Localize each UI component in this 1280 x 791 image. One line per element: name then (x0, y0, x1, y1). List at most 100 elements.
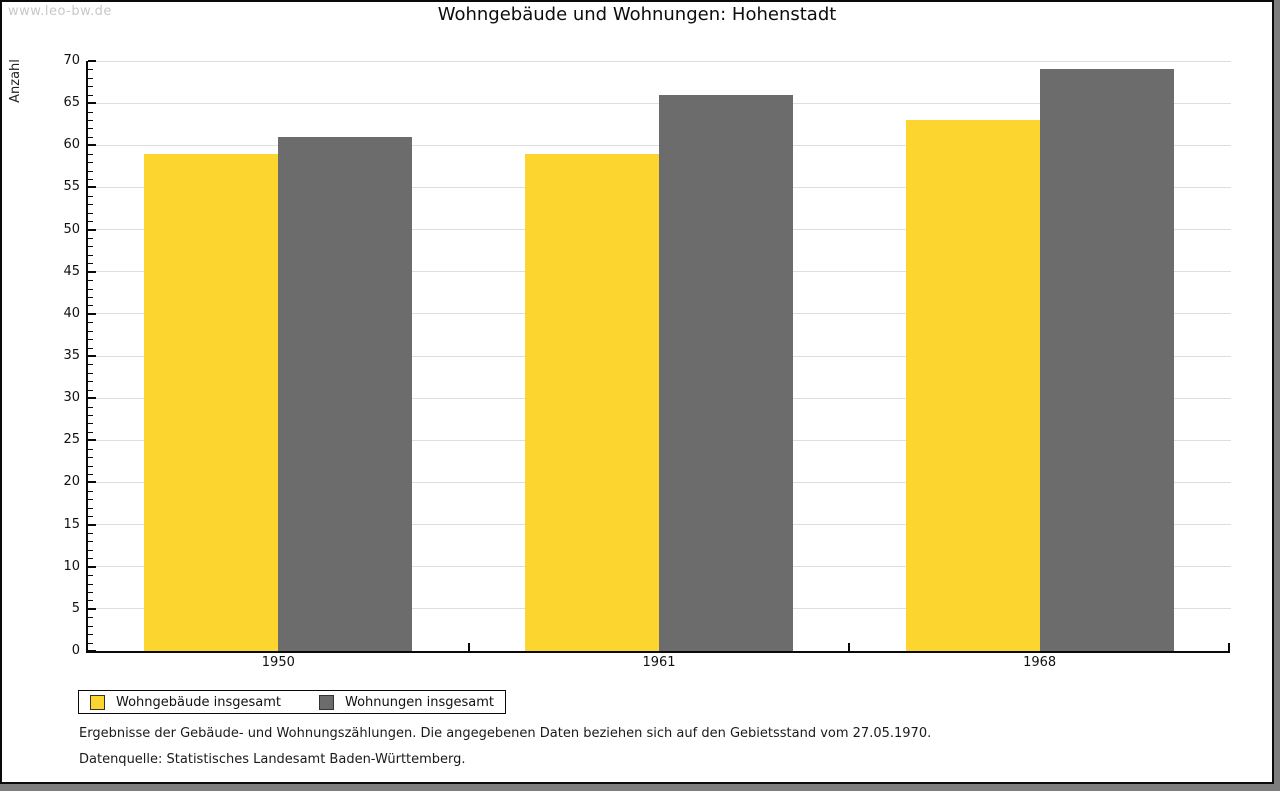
y-tick-label: 15 (63, 516, 80, 532)
plot-area: 0 5 10 15 20 25 30 35 40 45 50 55 60 65 70 1950 1961 1968 (63, 53, 1231, 670)
y-minor-tick (88, 533, 93, 534)
y-minor-tick (88, 448, 93, 450)
legend-label: Wohnungen insgesamt (345, 694, 494, 710)
y-minor-tick (88, 162, 93, 164)
y-tick-label: 40 (63, 305, 80, 321)
x-tick-label: 1968 (1023, 655, 1057, 670)
y-major-tick (88, 523, 96, 526)
y-minor-tick (88, 499, 93, 501)
x-axis-line (86, 651, 1230, 653)
y-tick-label: 50 (63, 221, 80, 237)
y-tick-label: 35 (63, 348, 80, 363)
y-minor-tick (88, 415, 93, 416)
y-minor-tick (88, 280, 93, 282)
y-tick-label: 20 (63, 474, 80, 490)
y-minor-tick (88, 431, 93, 433)
x-tick-label: 1961 (642, 655, 676, 670)
y-major-tick (88, 481, 96, 484)
y-tick-label: 0 (71, 643, 80, 658)
y-minor-tick (88, 153, 93, 155)
y-minor-tick (88, 381, 93, 383)
y-minor-tick (88, 94, 93, 96)
y-minor-tick (88, 347, 93, 349)
y-tick-label: 5 (71, 600, 80, 616)
y-minor-tick (88, 423, 93, 425)
y-minor-tick (88, 297, 93, 298)
bar-wohnungen-1968 (1039, 69, 1174, 651)
y-minor-tick (88, 136, 93, 138)
y-major-tick (88, 439, 96, 442)
watermark-url: www.leo-bw.de (8, 4, 112, 19)
y-minor-tick (88, 474, 93, 475)
y-tick-label: 70 (63, 53, 80, 68)
y-minor-tick (88, 634, 93, 636)
y-minor-tick (88, 389, 93, 391)
y-minor-tick (88, 364, 93, 366)
y-minor-tick (88, 617, 93, 619)
y-tick-label: 30 (63, 390, 80, 406)
y-minor-tick (88, 120, 93, 121)
y-major-tick (88, 60, 96, 62)
y-major-tick (88, 144, 96, 147)
y-minor-tick (88, 600, 93, 602)
y-minor-tick (88, 263, 93, 265)
y-major-tick (88, 650, 96, 652)
y-major-tick (88, 228, 96, 231)
x-tick-label: 1950 (261, 655, 295, 670)
legend-swatch-gray (319, 694, 334, 710)
x-axis-end-tick (1228, 643, 1230, 651)
bar-wohngebaeude-1950 (144, 153, 279, 651)
y-tick-label: 65 (63, 95, 80, 111)
y-axis-line (86, 61, 88, 653)
bar-wohngebaeude-1968 (905, 120, 1040, 651)
y-major-tick (88, 270, 96, 273)
y-major-tick (88, 102, 96, 105)
y-tick-label: 25 (63, 432, 80, 448)
y-minor-tick (88, 179, 93, 180)
y-minor-tick (88, 406, 93, 408)
y-minor-tick (88, 516, 93, 518)
y-minor-tick (88, 195, 93, 197)
y-minor-tick (88, 86, 93, 88)
bar-wohnungen-1961 (659, 94, 793, 651)
y-minor-tick (88, 339, 93, 341)
y-minor-tick (88, 246, 93, 248)
y-minor-tick (88, 642, 93, 644)
y-minor-tick (88, 170, 93, 172)
legend-item-wohnungen: Wohnungen insgesamt (319, 694, 494, 710)
y-minor-tick (88, 507, 93, 509)
footer-note: Ergebnisse der Gebäude- und Wohnungszähl… (79, 726, 932, 741)
legend-box: Wohngebäude insgesamt Wohnungen insgesam… (78, 690, 506, 714)
y-minor-tick (88, 128, 93, 130)
y-minor-tick (88, 212, 93, 214)
y-minor-tick (88, 558, 93, 560)
y-minor-tick (88, 322, 93, 324)
y-major-tick (88, 186, 96, 189)
y-minor-tick (88, 204, 93, 206)
y-minor-tick (88, 583, 93, 585)
legend-item-wohngebaeude: Wohngebäude insgesamt (90, 694, 281, 710)
y-minor-tick (88, 111, 93, 113)
gridline (88, 60, 1231, 62)
footer-source: Datenquelle: Statistisches Landesamt Bad… (79, 752, 466, 767)
y-minor-tick (88, 541, 93, 543)
y-tick-label: 60 (63, 137, 80, 153)
y-tick-label: 45 (63, 263, 80, 279)
y-minor-tick (88, 372, 93, 374)
y-minor-tick (88, 592, 93, 593)
y-minor-tick (88, 465, 93, 467)
bar-wohngebaeude-1961 (525, 153, 659, 651)
y-major-tick (88, 565, 96, 568)
y-minor-tick (88, 490, 93, 492)
y-axis-label: Anzahl (8, 59, 23, 103)
y-minor-tick (88, 238, 93, 239)
y-minor-tick (88, 69, 93, 71)
y-minor-tick (88, 305, 93, 307)
legend-label: Wohngebäude insgesamt (116, 694, 281, 710)
y-major-tick (88, 312, 96, 315)
y-minor-tick (88, 221, 93, 223)
y-major-tick (88, 607, 96, 610)
y-minor-tick (88, 457, 93, 459)
y-minor-tick (88, 330, 93, 332)
